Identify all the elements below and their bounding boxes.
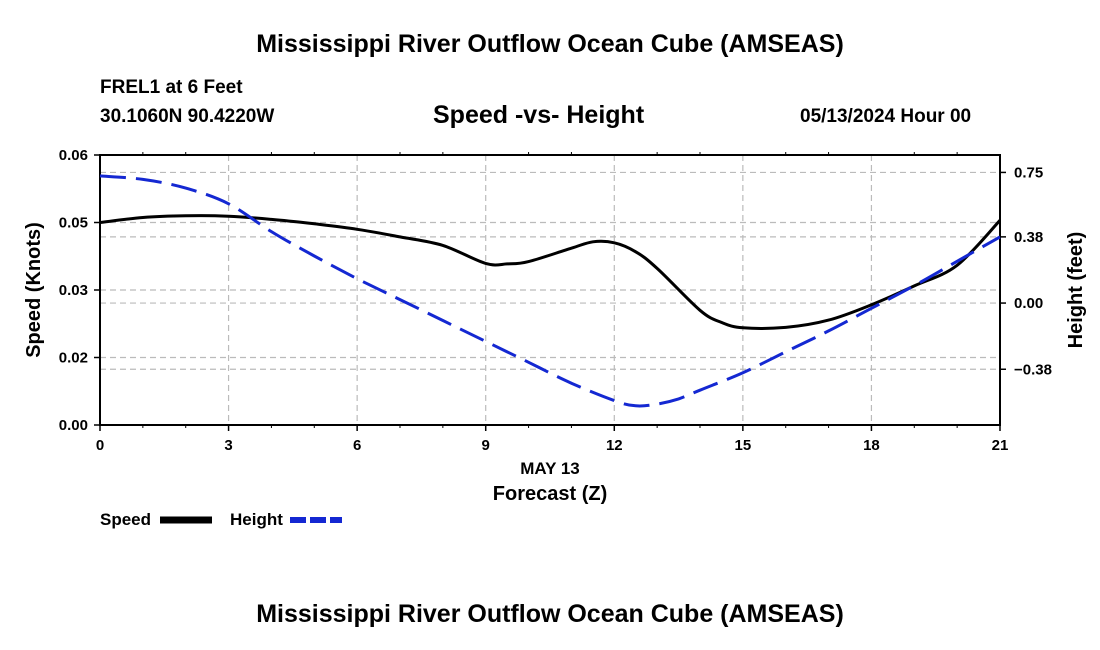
y2-tick-label: 0.00 <box>1014 295 1043 312</box>
station-label: FREL1 at 6 Feet <box>100 77 243 98</box>
y-tick-label: 0.06 <box>59 147 88 164</box>
x-tick-label: 9 <box>482 437 490 454</box>
x-tick-label: 3 <box>224 437 232 454</box>
y2-tick-label: −0.38 <box>1014 361 1052 378</box>
y-axis-label: Speed (Knots) <box>23 222 45 358</box>
x-tick-label: 6 <box>353 437 361 454</box>
y2-axis-label: Height (feet) <box>1065 232 1087 349</box>
x-tick-label: 18 <box>863 437 880 454</box>
chart-subtitle: Speed -vs- Height <box>433 101 645 129</box>
coordinates-label: 30.1060N 90.4220W <box>100 106 275 127</box>
legend: Speed Height <box>100 510 342 529</box>
series-line-speed <box>99 214 1002 330</box>
series-line-height <box>99 174 1001 408</box>
x-tick-label: 12 <box>606 437 623 454</box>
y-tick-label: 0.03 <box>59 282 88 299</box>
y-tick-label: 0.05 <box>59 215 88 232</box>
x-tick-label: 0 <box>96 437 104 454</box>
chart-title-top: Mississippi River Outflow Ocean Cube (AM… <box>256 30 844 58</box>
forecast-datetime: 05/13/2024 Hour 00 <box>800 106 972 127</box>
y2-tick-label: 0.38 <box>1014 229 1043 246</box>
y2-tick-label: 0.75 <box>1014 164 1043 181</box>
x-axis-label: Forecast (Z) <box>493 483 607 505</box>
x-tick-label: 21 <box>992 437 1009 454</box>
y-tick-label: 0.00 <box>59 417 88 434</box>
x-axis-date-label: MAY 13 <box>520 459 580 478</box>
legend-height-label: Height <box>230 510 283 529</box>
chart-title-bottom: Mississippi River Outflow Ocean Cube (AM… <box>256 600 844 628</box>
legend-speed-label: Speed <box>100 510 151 529</box>
x-tick-label: 15 <box>735 437 752 454</box>
y-tick-label: 0.02 <box>59 350 88 367</box>
